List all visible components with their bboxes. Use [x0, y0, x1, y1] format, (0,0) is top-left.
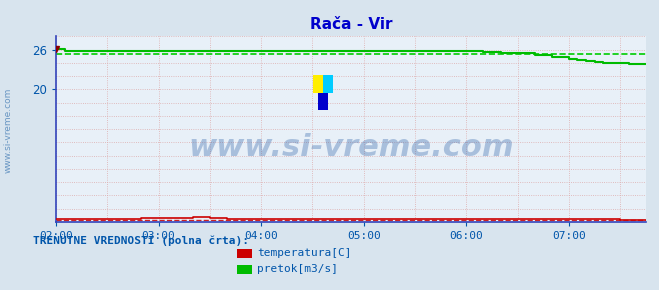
Text: www.si-vreme.com: www.si-vreme.com — [3, 88, 13, 173]
Title: Rača - Vir: Rača - Vir — [310, 17, 392, 32]
Text: temperatura[C]: temperatura[C] — [257, 249, 351, 258]
Text: TRENUTNE VREDNOSTI (polna črta):: TRENUTNE VREDNOSTI (polna črta): — [33, 235, 249, 246]
Text: pretok[m3/s]: pretok[m3/s] — [257, 264, 338, 274]
Text: www.si-vreme.com: www.si-vreme.com — [188, 133, 514, 162]
